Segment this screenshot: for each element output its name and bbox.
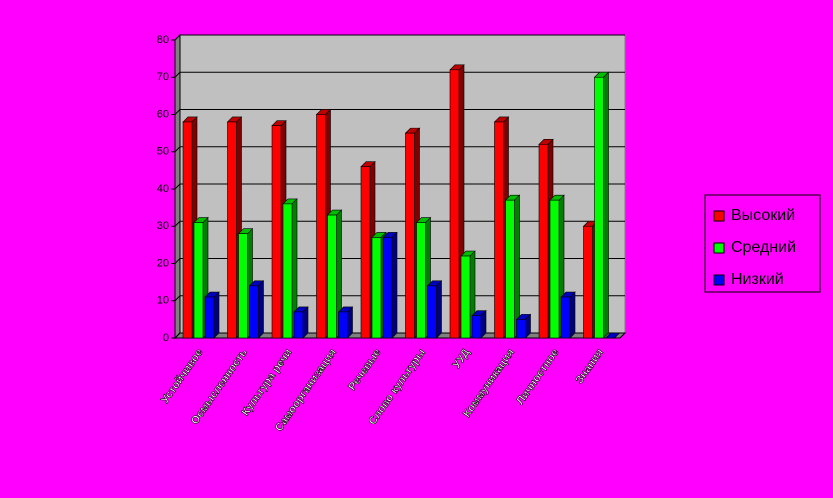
legend-swatch: [713, 274, 725, 286]
grid-line: [174, 220, 625, 227]
y-tick-label: 10: [157, 295, 169, 307]
y-tick-label: 60: [157, 108, 169, 120]
bar: [360, 166, 371, 339]
y-tick-label: 50: [157, 146, 169, 158]
bar-side: [347, 306, 353, 339]
bar: [538, 144, 549, 339]
legend-swatch: [713, 242, 725, 254]
bar-side: [614, 332, 620, 339]
bar: [238, 233, 248, 339]
bar: [271, 125, 282, 339]
bar: [405, 132, 415, 339]
bar: [416, 222, 426, 339]
bar: [316, 114, 326, 339]
bar: [293, 311, 304, 339]
grid-line: [174, 34, 625, 41]
bar: [560, 296, 571, 339]
y-tick-label: 0: [163, 332, 169, 344]
bar-side: [258, 280, 264, 339]
x-tick-label: Речевые: [346, 347, 383, 393]
legend-swatch: [713, 210, 725, 222]
y-tick-label: 20: [157, 257, 169, 269]
bar-side: [480, 309, 487, 339]
x-tick-label: Знания: [573, 347, 605, 386]
bar: [282, 203, 293, 339]
bar: [471, 315, 482, 339]
bar-side: [302, 306, 309, 339]
y-tick-label: 30: [157, 220, 169, 232]
legend: Высокий Средний Низкий: [704, 194, 821, 293]
grid-line: [174, 258, 625, 264]
grid-line: [174, 71, 625, 78]
bar: [338, 311, 348, 339]
bar-side: [391, 231, 398, 339]
bar-side: [436, 280, 442, 339]
y-tick-label: 70: [157, 71, 169, 83]
bar: [249, 285, 259, 339]
bar: [549, 199, 560, 339]
x-tick-label: УУД: [451, 347, 473, 371]
grid-line: [174, 183, 625, 190]
grid-line: [174, 146, 625, 153]
legend-label: Средний: [731, 239, 796, 256]
bar: [460, 255, 471, 339]
bar: [427, 285, 437, 339]
bar-side: [514, 194, 520, 339]
y-tick-label: 80: [157, 34, 169, 46]
legend-label: Высокий: [731, 207, 795, 224]
bar: [494, 121, 504, 339]
bar: [583, 225, 593, 339]
bar: [182, 121, 193, 339]
bar: [193, 222, 204, 339]
bar: [204, 296, 215, 339]
bar: [371, 237, 382, 339]
bar: [516, 319, 526, 339]
bar-side: [569, 291, 576, 339]
x-tick-label: Устойчивое: [159, 347, 205, 406]
grid-line: [174, 109, 625, 115]
bar: [327, 214, 337, 339]
bar-side: [213, 291, 220, 339]
bar: [227, 121, 237, 339]
legend-label: Низкий: [731, 271, 784, 288]
x-tick-label: Личностное: [514, 347, 561, 407]
bar: [505, 199, 515, 339]
bar: [449, 69, 460, 339]
bar-side: [603, 71, 609, 339]
bar: [594, 76, 604, 339]
grid-line: [174, 295, 625, 302]
y-tick-label: 40: [157, 183, 169, 195]
bar: [382, 237, 393, 339]
